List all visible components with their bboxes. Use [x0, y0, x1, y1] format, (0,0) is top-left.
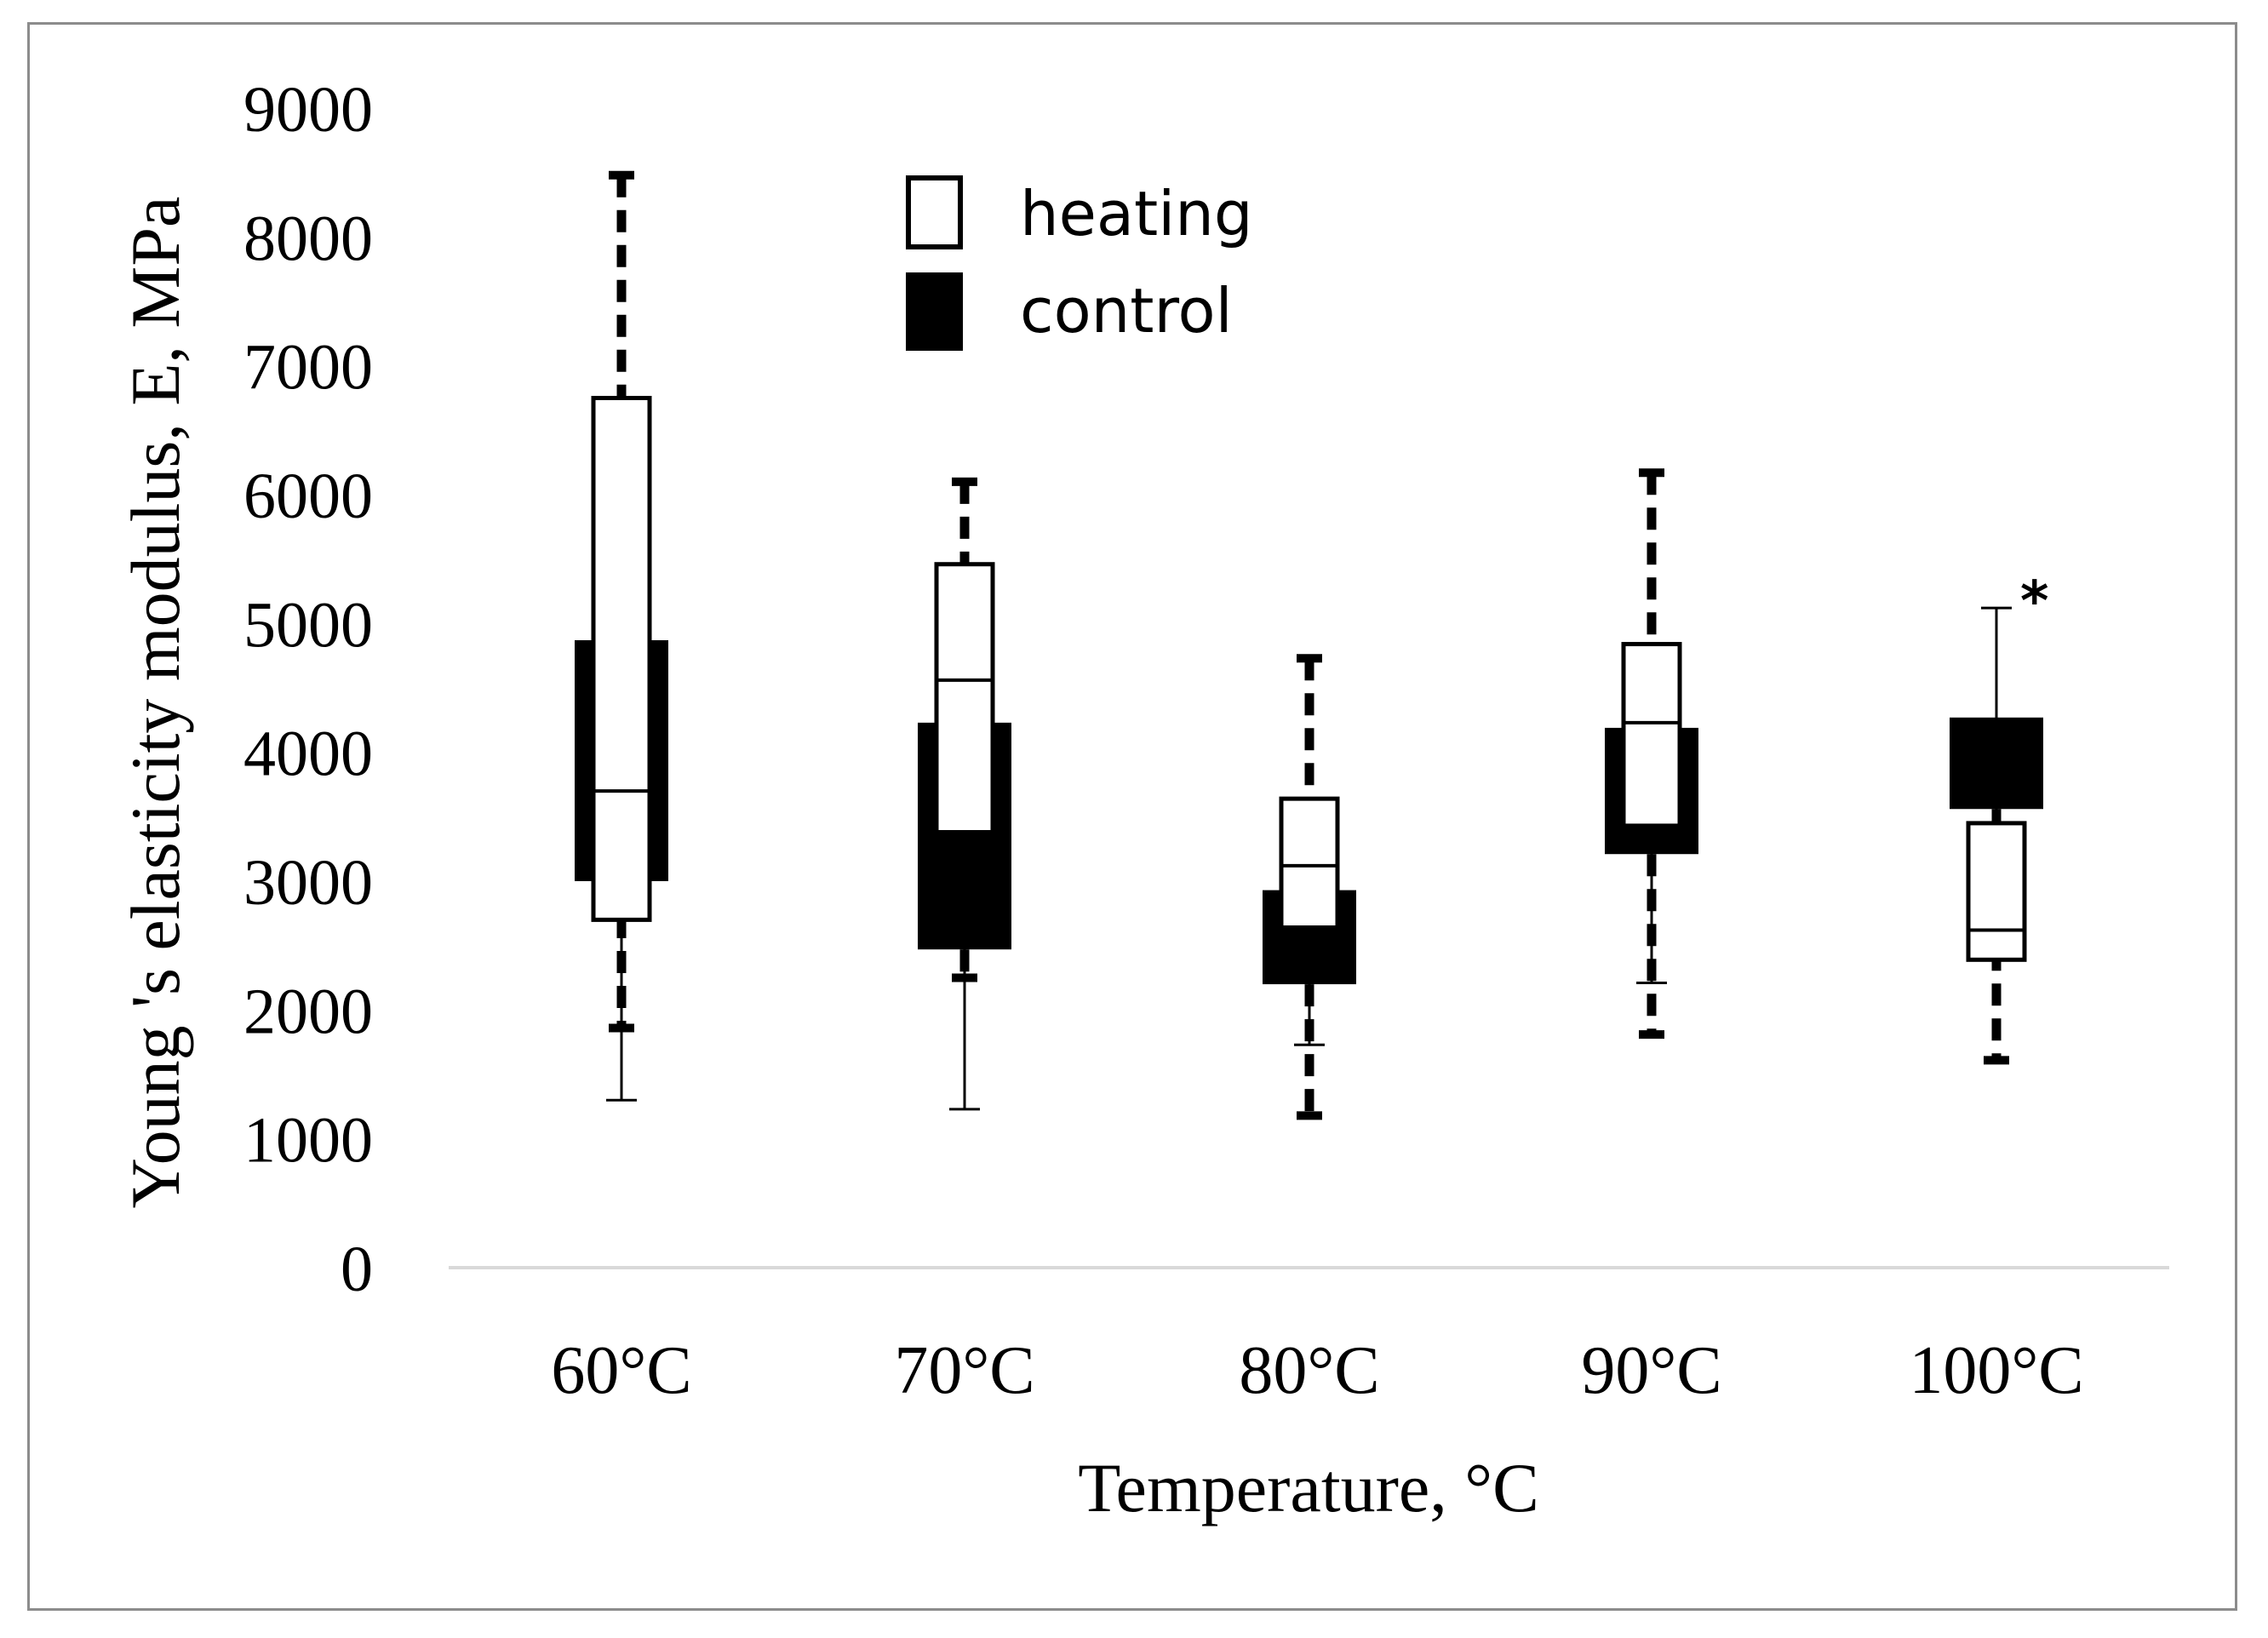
legend-swatch-control [906, 272, 963, 351]
legend-swatch-heating [906, 175, 963, 249]
heating-box [1966, 821, 2027, 962]
y-tick-label: 4000 [243, 719, 373, 790]
annotations: * [2020, 570, 2048, 633]
y-tick-label: 6000 [243, 461, 373, 532]
annotation-asterisk: * [2020, 570, 2048, 633]
x-tick-label: 60°C [551, 1333, 691, 1408]
y-tick-label: 1000 [243, 1105, 373, 1177]
y-tick-label: 3000 [243, 847, 373, 919]
heating-box [1621, 642, 1682, 828]
heating-box [934, 562, 995, 834]
y-axis-ticks: 0 1000 2000 3000 4000 5000 6000 7000 8000 9000 [243, 74, 373, 1305]
y-tick-label: 0 [341, 1234, 373, 1305]
y-tick-label: 2000 [243, 976, 373, 1047]
x-axis-label: Temperature, °C [1078, 1449, 1539, 1526]
y-tick-label: 5000 [243, 589, 373, 661]
x-tick-label: 100°C [1909, 1333, 2083, 1408]
heating-series [591, 396, 2027, 1111]
legend-label-heating: heating [1020, 178, 1253, 249]
heating-box [591, 396, 652, 922]
x-tick-label: 80°C [1239, 1333, 1379, 1408]
y-tick-label: 9000 [243, 74, 373, 146]
x-tick-label: 90°C [1581, 1333, 1721, 1408]
x-tick-label: 70°C [894, 1333, 1034, 1408]
legend-label-control: control [1020, 275, 1233, 346]
chart-frame [27, 22, 2237, 1611]
y-tick-label: 7000 [243, 332, 373, 404]
y-tick-label: 8000 [243, 203, 373, 274]
heating-box [1279, 796, 1340, 930]
legend: heating control [906, 175, 1253, 351]
x-axis-ticks: 60°C 70°C 80°C 90°C 100°C [551, 1333, 2083, 1408]
y-axis-label: Young 's elasticity modulus, E, MPa [117, 197, 194, 1209]
